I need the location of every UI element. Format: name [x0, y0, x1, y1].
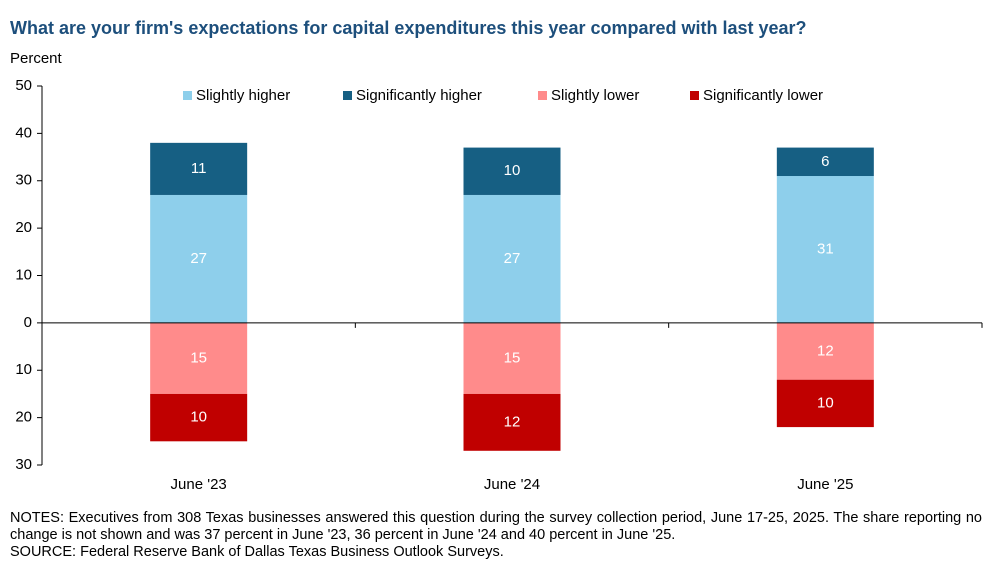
bar-segment [463, 194, 561, 323]
y-axis-label: Percent [10, 50, 63, 67]
y-tick-label: 30 [15, 456, 32, 473]
legend-label: Significantly higher [356, 87, 482, 104]
y-tick-label: 50 [15, 77, 32, 94]
data-label: 10 [504, 162, 521, 179]
bar-segment [463, 393, 561, 451]
y-tick-label: 30 [15, 172, 32, 189]
bar-segment [776, 147, 874, 177]
data-label: 27 [504, 250, 521, 267]
bar-segment [776, 322, 874, 380]
y-tick-label: 20 [15, 409, 32, 426]
bar-segment [776, 176, 874, 323]
data-label: 10 [190, 409, 207, 426]
y-tick-label: 20 [15, 219, 32, 236]
legend-swatch [343, 91, 352, 100]
x-tick-label: June '24 [484, 476, 540, 493]
bar-segment [150, 393, 248, 442]
chart: What are your firm's expectations for ca… [10, 18, 983, 493]
bar-segment [150, 322, 248, 394]
y-tick-label: 10 [15, 361, 32, 378]
data-label: 6 [821, 153, 829, 170]
notes-block: NOTES: Executives from 308 Texas busines… [10, 510, 982, 561]
y-tick-label: 0 [24, 314, 32, 331]
legend-label: Slightly lower [551, 87, 639, 104]
bar-segment [776, 379, 874, 428]
notes: NOTES: Executives from 308 Texas busines… [10, 510, 982, 543]
legend-swatch [183, 91, 192, 100]
bar-segment [463, 322, 561, 394]
bar-segment [150, 194, 248, 323]
bar-segment [463, 147, 561, 195]
data-label: 15 [190, 349, 207, 366]
data-label: 12 [817, 342, 834, 359]
source: SOURCE: Federal Reserve Bank of Dallas T… [10, 544, 504, 560]
y-tick-label: 40 [15, 124, 32, 141]
data-label: 11 [191, 160, 207, 177]
legend-swatch [690, 91, 699, 100]
y-tick-label: 10 [15, 266, 32, 283]
bar-segment [150, 142, 248, 195]
x-tick-label: June '25 [797, 476, 853, 493]
legend-label: Significantly lower [703, 87, 823, 104]
data-label: 10 [817, 394, 834, 411]
legend-swatch [538, 91, 547, 100]
data-label: 12 [504, 413, 521, 430]
legend-label: Slightly higher [196, 87, 290, 104]
chart-title: What are your firm's expectations for ca… [10, 18, 807, 38]
data-label: 31 [817, 240, 834, 257]
x-tick-label: June '23 [171, 476, 227, 493]
data-label: 15 [504, 349, 521, 366]
data-label: 27 [190, 250, 207, 267]
